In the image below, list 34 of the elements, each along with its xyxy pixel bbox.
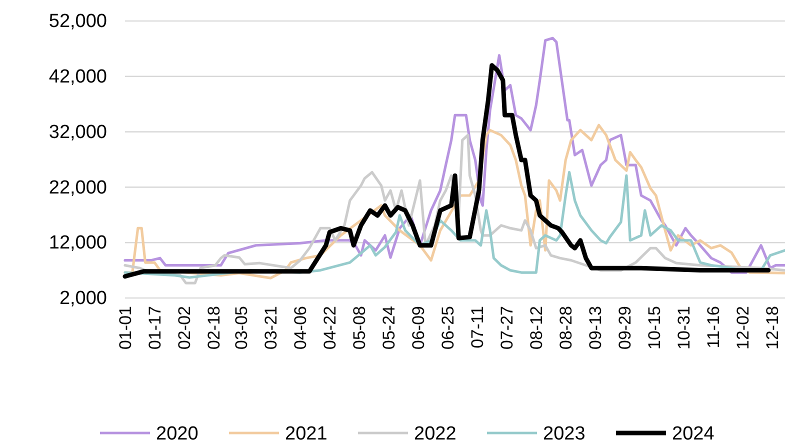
x-tick-label: 09-29 bbox=[616, 306, 635, 350]
y-tick-label: 22,000 bbox=[48, 177, 107, 198]
y-tick-label: 42,000 bbox=[48, 66, 107, 88]
legend-label: 2021 bbox=[285, 424, 328, 445]
x-tick-label: 07-11 bbox=[468, 306, 488, 348]
legend-label: 2022 bbox=[414, 424, 456, 445]
y-tick-label: 12,000 bbox=[48, 232, 107, 254]
x-tick-label: 03-21 bbox=[262, 306, 281, 350]
x-tick-label: 04-22 bbox=[320, 306, 340, 350]
y-tick-label: 52,000 bbox=[48, 11, 107, 32]
x-tick-label: 12-02 bbox=[734, 306, 753, 350]
x-tick-label: 06-09 bbox=[409, 306, 428, 350]
x-tick-label: 09-13 bbox=[586, 306, 606, 350]
x-tick-label: 03-05 bbox=[232, 306, 252, 350]
x-tick-label: 05-24 bbox=[380, 306, 399, 350]
x-tick-label: 10-15 bbox=[645, 306, 664, 350]
x-tick-label: 02-02 bbox=[174, 306, 194, 350]
x-tick-label: 05-08 bbox=[350, 306, 370, 350]
legend-label: 2024 bbox=[672, 424, 715, 445]
x-tick-label: 07-27 bbox=[498, 306, 517, 350]
x-tick-label: 01-17 bbox=[145, 306, 164, 350]
x-tick-label: 02-18 bbox=[204, 306, 224, 350]
y-tick-label: 32,000 bbox=[48, 122, 107, 143]
y-tick-label: 2,000 bbox=[59, 288, 107, 310]
x-tick-label: 04-06 bbox=[291, 306, 310, 350]
x-tick-label: 08-28 bbox=[556, 306, 576, 350]
x-tick-label: 08-12 bbox=[527, 306, 546, 350]
x-tick-label: 01-01 bbox=[116, 306, 135, 350]
x-tick-label: 11-16 bbox=[704, 306, 724, 348]
legend-label: 2023 bbox=[543, 424, 586, 445]
x-tick-label: 10-31 bbox=[674, 306, 694, 350]
legend-label: 2020 bbox=[156, 424, 198, 445]
x-tick-label: 06-25 bbox=[438, 306, 458, 350]
x-tick-label: 12-18 bbox=[763, 306, 782, 350]
